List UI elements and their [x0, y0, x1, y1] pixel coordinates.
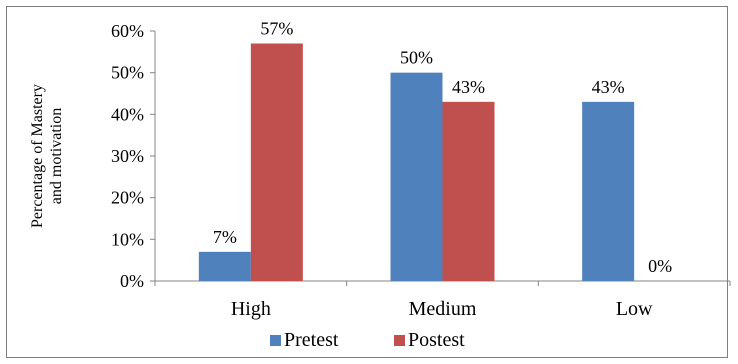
data-label: 57% [260, 19, 293, 39]
y-tick-label: 30% [111, 146, 144, 166]
data-label: 43% [452, 77, 485, 97]
bar-pretest [198, 251, 251, 281]
data-label: 50% [400, 48, 433, 68]
y-tick-label: 40% [111, 104, 144, 124]
bar-postest [250, 43, 303, 281]
chart-frame [6, 6, 728, 358]
data-label: 0% [648, 256, 672, 276]
legend-swatch-pretest [270, 335, 281, 346]
y-tick-label: 20% [111, 188, 144, 208]
bar-postest [442, 101, 495, 281]
category-label: Medium [409, 298, 477, 320]
category-label: Low [616, 298, 653, 320]
y-axis-title-line: and motivation [48, 108, 65, 204]
data-label: 43% [592, 77, 625, 97]
category-label: High [231, 298, 271, 320]
y-tick-label: 50% [111, 63, 144, 83]
y-tick-label: 0% [120, 271, 144, 291]
data-label: 7% [213, 227, 237, 247]
legend-label: Pretest [284, 329, 339, 351]
y-tick-label: 10% [111, 229, 144, 249]
bar-pretest [582, 101, 635, 281]
y-tick-label: 60% [111, 21, 144, 41]
legend-swatch-postest [394, 335, 405, 346]
legend-label: Postest [408, 329, 465, 351]
bar-pretest [390, 72, 443, 282]
y-axis-title-line: Percentage of Mastery [29, 84, 46, 228]
